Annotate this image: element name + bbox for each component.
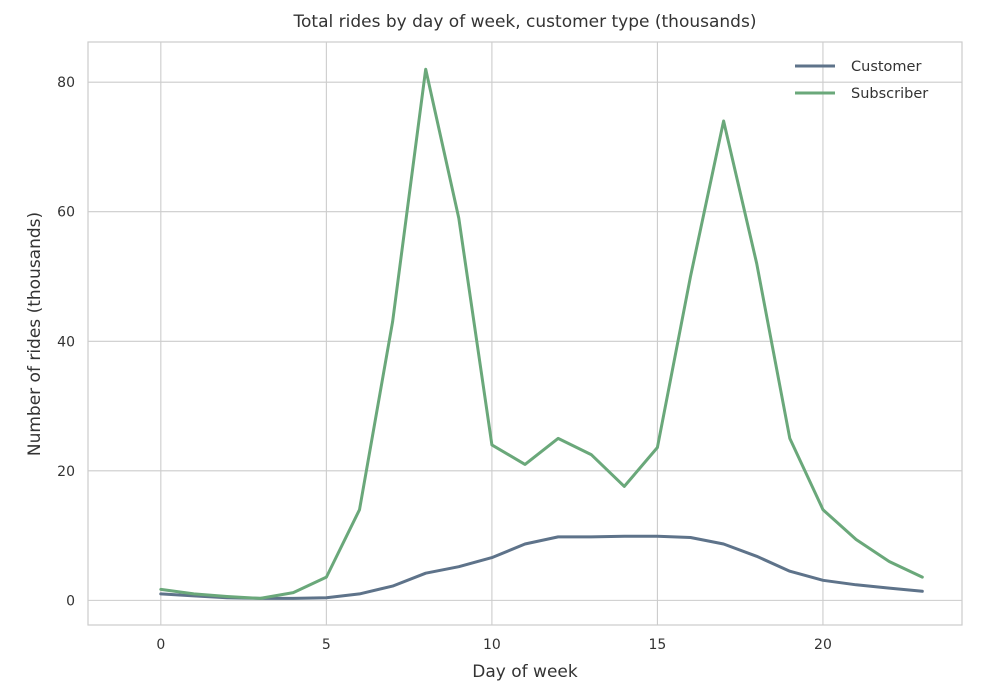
x-tick-label: 10 [483, 637, 501, 653]
x-tick-labels: 0 5 10 15 20 [156, 637, 831, 653]
x-tick-label: 20 [814, 637, 832, 653]
legend: Customer Subscriber [795, 59, 928, 102]
y-tick-labels: 0 20 40 60 80 [57, 75, 75, 609]
series-line-subscriber [159, 67, 924, 600]
y-tick-label: 20 [57, 464, 75, 480]
y-tick-label: 40 [57, 334, 75, 350]
y-gridlines [88, 81, 962, 601]
y-axis-label: Number of rides (thousands) [25, 212, 45, 456]
y-tick-label: 0 [66, 593, 75, 609]
legend-label-subscriber: Subscriber [851, 86, 928, 102]
legend-label-customer: Customer [851, 59, 921, 75]
x-tick-label: 0 [156, 637, 165, 653]
x-tick-label: 5 [322, 637, 331, 653]
series-lines [159, 67, 924, 600]
chart-title: Total rides by day of week, customer typ… [293, 12, 757, 32]
plot-area [87, 41, 963, 626]
y-tick-label: 60 [57, 205, 75, 221]
x-axis-label: Day of week [472, 662, 578, 682]
x-tick-label: 15 [649, 637, 667, 653]
series-line-customer [159, 534, 924, 600]
x-gridlines [160, 42, 824, 625]
y-tick-label: 80 [57, 75, 75, 91]
